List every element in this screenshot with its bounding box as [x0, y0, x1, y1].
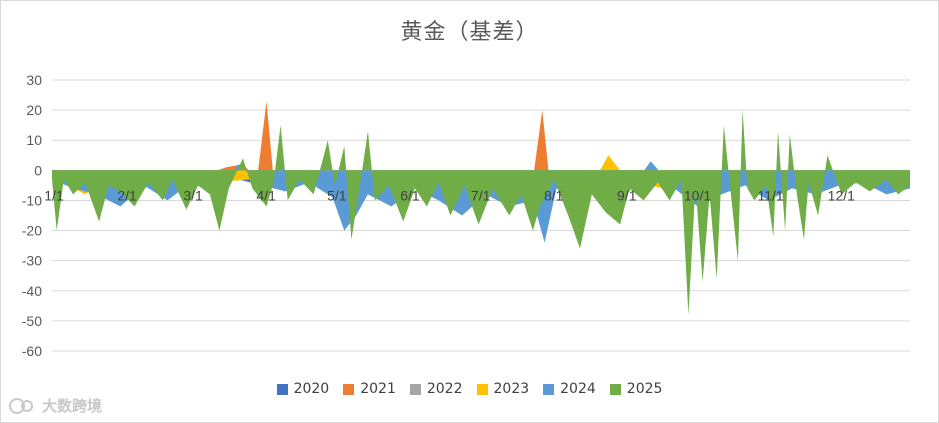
- x-tick-label: 5/1: [327, 187, 347, 203]
- y-tick-label: -60: [22, 343, 42, 359]
- legend-swatch: [543, 383, 555, 395]
- x-tick-label: 2/1: [117, 187, 137, 203]
- watermark-logo-icon: [9, 397, 33, 414]
- legend-swatch: [409, 383, 421, 395]
- axis-labels: 30 20 10 0 -10 -20 -30 -40 -50 -60 1/1 2/1 3/1 4/1 5/1…: [22, 72, 855, 359]
- legend-label: 2024: [560, 381, 596, 397]
- y-tick-label: 10: [26, 132, 42, 148]
- legend-label: 2022: [426, 381, 463, 397]
- area-series-2025: [52, 110, 910, 315]
- legend-swatch: [276, 383, 288, 395]
- legend-label: 2020: [293, 381, 330, 397]
- legend-label: 2023: [493, 381, 530, 397]
- y-tick-label: -50: [22, 313, 42, 329]
- legend-item-2023: 2023: [476, 381, 530, 397]
- legend-item-2022: 2022: [409, 381, 463, 397]
- y-tick-label: -40: [22, 283, 42, 299]
- x-tick-label: 4/1: [256, 187, 276, 203]
- x-tick-label: 10/1: [684, 187, 711, 203]
- legend-item-2020: 2020: [276, 381, 330, 397]
- y-tick-label: -20: [22, 223, 42, 239]
- x-tick-label: 1/1: [44, 187, 64, 203]
- watermark-text: 大数跨境: [42, 397, 103, 415]
- legend-item-2024: 2024: [543, 381, 596, 397]
- legend-label: 2025: [626, 381, 663, 397]
- x-tick-label: 6/1: [400, 187, 420, 203]
- legend: 2020 2021 2022 2023 2024 2025: [0, 381, 939, 397]
- legend-item-2021: 2021: [343, 381, 396, 397]
- x-tick-label: 11/1: [757, 187, 783, 203]
- legend-swatch: [609, 383, 621, 395]
- chart-title: 黄金（基差）: [400, 20, 539, 45]
- watermark: 大数跨境: [8, 395, 102, 416]
- x-tick-label: 3/1: [183, 187, 203, 203]
- y-tick-label: -10: [22, 192, 42, 208]
- x-tick-label: 7/1: [471, 187, 491, 203]
- legend-label: 2021: [360, 381, 396, 397]
- x-tick-label: 8/1: [544, 187, 564, 203]
- legend-swatch: [343, 383, 355, 395]
- legend-swatch: [476, 383, 488, 395]
- legend-item-2025: 2025: [609, 381, 663, 397]
- area-series-2021: [52, 101, 910, 189]
- y-tick-label: 30: [26, 72, 42, 88]
- y-tick-label: -30: [22, 253, 42, 269]
- x-tick-label: 12/1: [828, 187, 855, 203]
- series-layer: [52, 101, 910, 315]
- x-tick-label: 9/1: [617, 187, 637, 203]
- y-tick-label: 20: [26, 102, 42, 118]
- y-tick-label: 0: [34, 162, 42, 178]
